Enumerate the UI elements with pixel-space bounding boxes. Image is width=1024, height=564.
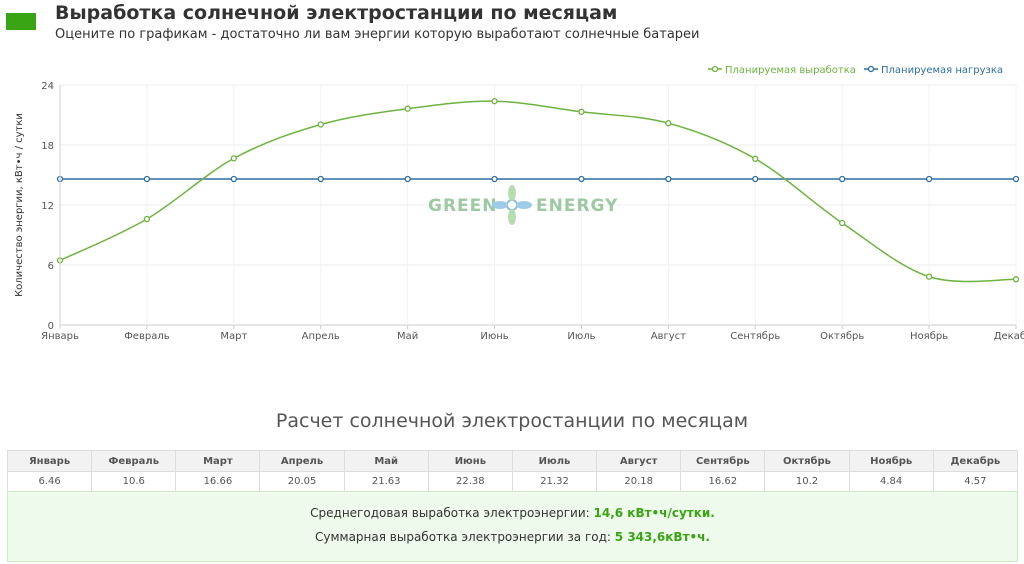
x-tick-label: Февраль: [124, 331, 170, 342]
legend-marker-icon: [867, 65, 875, 73]
data-point[interactable]: [839, 175, 846, 183]
logo-text-green: GREEN: [428, 196, 498, 216]
table-header-cell: Июль: [511, 450, 598, 472]
table-header-row: Январь Февраль Март Апрель Май Июнь Июль Август…: [6, 450, 1019, 472]
x-tick-label: Январь: [41, 331, 79, 342]
table-header-cell: Январь: [6, 450, 93, 472]
table-header-cell: Март: [175, 450, 261, 472]
table-header-cell: Июнь: [427, 450, 513, 472]
y-tick-label: 24: [41, 81, 54, 92]
data-point[interactable]: [230, 175, 237, 183]
table-section-title: Расчет солнечной электростанции по месяц…: [275, 410, 749, 432]
x-tick-label: Июнь: [480, 331, 508, 342]
legend-item[interactable]: Планируемая выработка: [708, 65, 856, 76]
table-cell: 21.63: [343, 471, 429, 492]
legend-label: Планируемая нагрузка: [881, 65, 1003, 76]
x-tick-label: Март: [220, 331, 247, 342]
data-point[interactable]: [752, 175, 759, 183]
table-cell: 10.2: [764, 471, 850, 492]
x-tick-label: Декабрь: [994, 331, 1024, 342]
data-point[interactable]: [1012, 175, 1020, 183]
page-header: Выработка солнечной электростанции по ме…: [0, 0, 1024, 50]
legend-item[interactable]: Планируемая нагрузка: [864, 65, 1003, 76]
x-tick-label: Май: [397, 331, 418, 342]
legend-label: Планируемая выработка: [725, 65, 856, 76]
data-point[interactable]: [491, 175, 498, 183]
data-point[interactable]: [404, 105, 411, 112]
leaf-logo-icon: [492, 185, 532, 225]
data-point[interactable]: [404, 175, 411, 183]
table-cell: 4.57: [932, 471, 1019, 492]
x-tick-label: Июль: [567, 331, 595, 342]
data-point[interactable]: [665, 175, 672, 183]
table-header-cell: Октябрь: [764, 450, 850, 472]
data-point[interactable]: [752, 155, 759, 162]
data-point[interactable]: [491, 98, 498, 105]
monthly-table: Январь Февраль Март Апрель Май Июнь Июль Август…: [6, 450, 1019, 492]
page-title: Выработка солнечной электростанции по ме…: [55, 2, 618, 24]
table-cell: 20.05: [259, 471, 345, 492]
data-point[interactable]: [839, 219, 846, 227]
data-point[interactable]: [143, 175, 151, 183]
total-production-value: 5 343,6кВт•ч.: [614, 530, 710, 544]
table-row: 6.46 10.6 16.66 20.05 21.63 22.38 21.32 20.18 16…: [6, 471, 1019, 492]
table-cell: 21.32: [511, 471, 598, 492]
y-tick-label: 12: [41, 201, 54, 212]
data-point[interactable]: [925, 273, 933, 280]
table-header-cell: Апрель: [259, 450, 345, 472]
x-tick-label: Август: [651, 331, 686, 342]
series-load: [56, 175, 1020, 183]
data-point[interactable]: [317, 121, 324, 128]
production-chart: GREEN ENERGY 0 6 12 18 24 Январь Февраль Март Ап…: [0, 58, 1024, 350]
table-header-cell: Май: [343, 450, 429, 472]
table-cell: 22.38: [427, 471, 513, 492]
logo-text-energy: ENERGY: [536, 196, 618, 216]
data-point[interactable]: [925, 175, 933, 183]
table-cell: 20.18: [596, 471, 682, 492]
average-production-label: Среднегодовая выработка электроэнергии:: [310, 506, 590, 520]
table-cell: 16.66: [175, 471, 261, 492]
total-production-line: Суммарная выработка электроэнергии за го…: [8, 530, 1017, 544]
x-tick-label: Апрель: [302, 331, 340, 342]
y-tick-label: 6: [48, 261, 54, 272]
data-point[interactable]: [143, 215, 151, 223]
data-point[interactable]: [665, 120, 672, 127]
data-point[interactable]: [317, 175, 324, 183]
table-cell: 16.62: [680, 471, 766, 492]
table-header-cell: Август: [596, 450, 682, 472]
title-color-marker: [6, 13, 36, 30]
table-cell: 10.6: [91, 471, 177, 492]
y-tick-label: 0: [48, 321, 54, 332]
y-tick-label: 18: [41, 141, 54, 152]
chart-legend[interactable]: Планируемая выработка Планируемая нагрузк…: [708, 65, 1003, 76]
data-point[interactable]: [1012, 276, 1020, 283]
x-tick-label: Октябрь: [820, 331, 864, 342]
summary-panel: Среднегодовая выработка электроэнергии: …: [7, 491, 1018, 562]
legend-marker-icon: [711, 65, 719, 73]
average-production-line: Среднегодовая выработка электроэнергии: …: [8, 506, 1017, 520]
total-production-label: Суммарная выработка электроэнергии за го…: [314, 530, 611, 544]
table-header-cell: Февраль: [91, 450, 177, 472]
x-tick-label: Сентябрь: [730, 331, 780, 342]
average-production-value: 14,6 кВт•ч/сутки.: [593, 506, 715, 520]
data-point[interactable]: [578, 175, 585, 183]
table-header-cell: Сентябрь: [680, 450, 766, 472]
chart-svg: GREEN ENERGY 0 6 12 18 24 Январь Февраль Март Ап…: [0, 58, 1024, 350]
data-point[interactable]: [230, 155, 237, 162]
x-tick-label: Ноябрь: [910, 331, 948, 342]
y-axis-label: Количество энергии, кВт•ч / сутки: [14, 113, 25, 297]
series-line: [59, 100, 1017, 283]
green-energy-logo: GREEN ENERGY: [428, 185, 618, 225]
table-cell: 4.84: [848, 471, 934, 492]
series-production: [56, 98, 1020, 283]
table-cell: 6.46: [6, 471, 93, 492]
table-header-cell: Декабрь: [932, 450, 1019, 472]
data-point[interactable]: [578, 108, 585, 115]
page-subtitle: Оцените по графикам - достаточно ли вам …: [55, 27, 700, 42]
table-header-cell: Ноябрь: [848, 450, 934, 472]
